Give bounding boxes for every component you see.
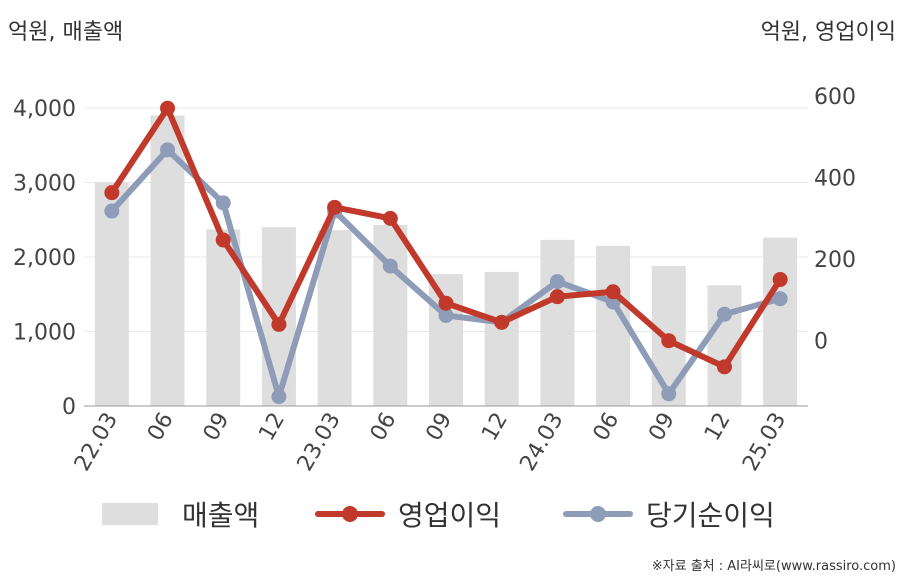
right-tick-label: 200 <box>814 248 856 273</box>
point-영업이익 <box>327 199 343 215</box>
x-tick-label: 09 <box>644 409 680 446</box>
point-영업이익 <box>494 314 510 330</box>
x-tick-label: 22.03 <box>70 409 123 476</box>
bar-revenue <box>540 239 575 406</box>
point-영업이익 <box>549 289 565 305</box>
bar-series-revenue <box>94 115 798 406</box>
point-당기순이익 <box>104 203 120 219</box>
point-영업이익 <box>772 272 788 288</box>
point-영업이익 <box>661 333 677 349</box>
legend-swatch-marker <box>590 506 606 522</box>
point-당기순이익 <box>382 258 398 274</box>
x-tick-label: 06 <box>589 409 625 446</box>
x-tick-label: 09 <box>199 409 235 446</box>
point-당기순이익 <box>215 195 231 211</box>
left-tick-label: 0 <box>62 395 76 420</box>
line-series <box>104 100 788 405</box>
point-영업이익 <box>716 359 732 375</box>
legend-label: 매출액 <box>182 499 259 532</box>
legend: 매출액 영업이익 당기순이익 <box>102 499 775 532</box>
point-영업이익 <box>104 185 120 201</box>
point-당기순이익 <box>772 291 788 307</box>
right-tick-label: 600 <box>814 85 856 110</box>
bar-revenue <box>94 182 129 406</box>
left-tick-label: 4,000 <box>13 97 76 122</box>
point-당기순이익 <box>438 307 454 323</box>
x-tick-label: 09 <box>422 409 458 446</box>
left-axis-unit-label: 억원, 매출액 <box>8 20 124 45</box>
x-tick-label: 06 <box>366 409 402 446</box>
point-당기순이익 <box>549 274 565 290</box>
point-영업이익 <box>160 100 176 116</box>
source-credit: ※자료 출처 : AI라씨로(www.rassiro.com) <box>651 559 896 574</box>
point-영업이익 <box>215 232 231 248</box>
point-당기순이익 <box>716 306 732 322</box>
point-영업이익 <box>438 295 454 311</box>
bar-revenue <box>763 237 798 406</box>
x-tick-label: 24.03 <box>515 409 568 476</box>
point-당기순이익 <box>160 142 176 158</box>
left-tick-label: 2,000 <box>13 246 76 271</box>
left-tick-label: 3,000 <box>13 172 76 197</box>
x-tick-label: 06 <box>143 409 179 446</box>
bar-revenue <box>429 274 463 406</box>
bar-revenue <box>261 227 296 406</box>
x-tick-label: 23.03 <box>293 409 346 476</box>
legend-label: 당기순이익 <box>646 499 775 532</box>
point-당기순이익 <box>661 386 677 402</box>
point-영업이익 <box>382 210 398 226</box>
bar-revenue <box>484 271 519 406</box>
point-영업이익 <box>271 316 287 332</box>
right-tick-label: 400 <box>814 167 856 192</box>
right-tick-label: 0 <box>814 330 828 355</box>
point-영업이익 <box>605 284 621 300</box>
legend-swatch-marker <box>342 506 358 522</box>
x-tick-label: 25.03 <box>738 409 791 476</box>
x-tick-label: 12 <box>700 409 736 446</box>
left-tick-label: 1,000 <box>13 321 76 346</box>
legend-label: 영업이익 <box>398 499 501 532</box>
x-tick-label: 12 <box>477 409 513 446</box>
legend-swatch-bar <box>102 503 158 525</box>
x-tick-label: 12 <box>254 409 290 446</box>
point-당기순이익 <box>271 389 287 405</box>
right-axis-unit-label: 억원, 영업이익 <box>760 20 896 45</box>
bar-revenue <box>317 230 352 406</box>
